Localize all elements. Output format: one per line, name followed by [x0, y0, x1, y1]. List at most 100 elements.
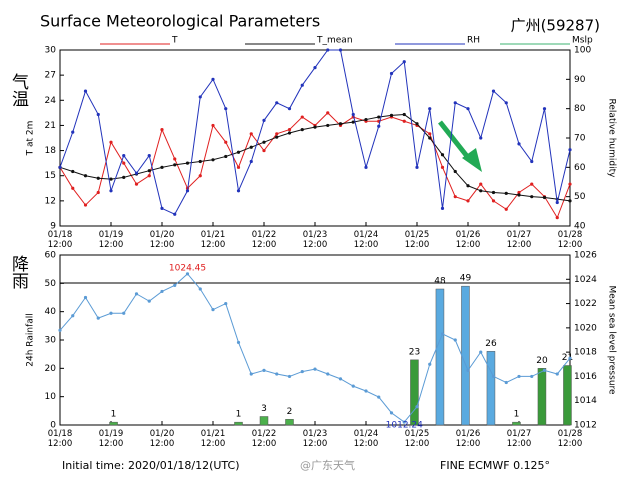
point — [173, 163, 177, 167]
y-tick-label: 30 — [45, 336, 57, 346]
side-label: 降雨 — [8, 255, 29, 290]
point — [300, 83, 304, 87]
x-tick-label: 01/20 12:00 — [149, 429, 175, 449]
y2-tick-label: 1020 — [574, 323, 597, 333]
point — [83, 89, 88, 93]
point — [185, 189, 190, 193]
y-axis-label: 24h Rainfall — [26, 313, 36, 366]
point — [313, 125, 317, 129]
y-tick-label: 30 — [45, 46, 57, 56]
legend-label: RH — [467, 36, 480, 46]
x-tick-label: 01/25 12:00 — [404, 230, 430, 250]
bar — [563, 365, 572, 426]
point — [224, 154, 228, 159]
y2-tick-label: 50 — [574, 192, 586, 202]
point — [351, 112, 355, 117]
point — [71, 314, 75, 318]
point — [504, 380, 508, 385]
point — [453, 169, 457, 174]
point — [338, 377, 343, 381]
bar-value-label: 21 — [562, 353, 573, 363]
point — [466, 184, 470, 188]
point — [389, 411, 394, 415]
bar-value-label: 49 — [460, 274, 472, 284]
point — [491, 190, 496, 195]
point — [568, 182, 572, 186]
point — [287, 131, 292, 135]
point — [275, 135, 279, 139]
point — [134, 171, 139, 175]
point — [262, 140, 266, 144]
point — [134, 182, 139, 186]
point — [517, 193, 521, 197]
point — [479, 350, 483, 354]
x-tick-label: 01/23 12:00 — [302, 429, 328, 449]
point — [466, 368, 470, 372]
x-tick-label: 01/19 12:00 — [98, 429, 124, 449]
point — [504, 207, 508, 211]
y2-tick-label: 1018 — [574, 348, 597, 358]
point — [326, 111, 330, 115]
point — [236, 150, 241, 154]
point — [453, 338, 457, 342]
point — [300, 369, 304, 374]
y-tick-label: 20 — [45, 364, 57, 374]
point — [147, 174, 151, 178]
point — [415, 122, 419, 126]
bar-value-label: 2 — [287, 407, 293, 417]
point — [287, 128, 292, 132]
point — [287, 107, 292, 111]
point — [530, 374, 534, 379]
point — [198, 174, 202, 178]
point — [555, 216, 559, 220]
point — [466, 199, 470, 203]
point — [440, 153, 445, 157]
point — [389, 71, 394, 76]
bar — [486, 351, 496, 426]
point — [555, 372, 559, 376]
point — [377, 395, 381, 399]
x-tick-label: 01/28 12:00 — [557, 230, 583, 250]
point — [173, 283, 177, 287]
point — [491, 89, 496, 93]
y-tick-label: 15 — [45, 171, 56, 181]
point — [287, 374, 292, 379]
x-tick-label: 01/19 12:00 — [98, 230, 124, 250]
annotation: 1012.24 — [386, 421, 423, 431]
point — [96, 190, 100, 195]
point — [338, 122, 343, 126]
point — [185, 161, 190, 165]
y2-axis-label: Relative humidity — [607, 99, 617, 179]
footer-text: FINE ECMWF 0.125° — [440, 459, 550, 472]
point — [134, 292, 139, 296]
point — [83, 295, 88, 300]
point — [402, 60, 406, 64]
bar-value-label: 1 — [111, 410, 117, 420]
point — [453, 195, 457, 199]
point — [440, 206, 445, 210]
point — [351, 384, 355, 388]
point — [173, 212, 177, 216]
point — [530, 195, 534, 199]
point — [428, 132, 432, 136]
footer-text: Initial time: 2020/01/18/12(UTC) — [62, 459, 239, 472]
point — [542, 195, 547, 200]
y2-tick-label: 100 — [574, 46, 591, 56]
point — [109, 311, 113, 315]
point — [122, 175, 126, 179]
bar-value-label: 20 — [536, 356, 548, 366]
point — [428, 362, 432, 366]
point — [71, 169, 75, 174]
y-tick-label: 10 — [45, 392, 57, 402]
point — [326, 123, 330, 128]
point — [517, 190, 521, 195]
x-tick-label: 01/23 12:00 — [302, 230, 328, 250]
point — [479, 182, 483, 186]
bar — [259, 416, 269, 426]
side-label: 气温 — [8, 73, 29, 107]
x-tick-label: 01/22 12:00 — [251, 429, 277, 449]
point — [211, 308, 215, 312]
point — [198, 95, 202, 99]
point — [249, 372, 253, 376]
